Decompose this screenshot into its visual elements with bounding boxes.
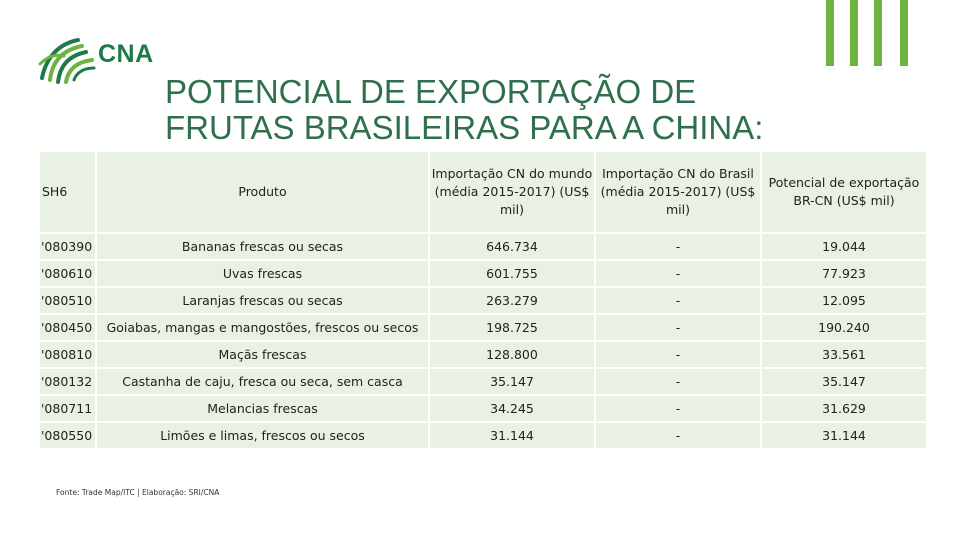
cell-potencial: 31.629	[762, 396, 926, 421]
cell-potencial: 190.240	[762, 315, 926, 340]
cell-sh6: '080132	[40, 369, 95, 394]
cell-brasil: -	[596, 261, 760, 286]
cell-potencial: 19.044	[762, 234, 926, 259]
cell-potencial: 12.095	[762, 288, 926, 313]
cell-mundo: 646.734	[430, 234, 594, 259]
cell-mundo: 263.279	[430, 288, 594, 313]
cell-produto: Uvas frescas	[97, 261, 428, 286]
table-row: '080610 Uvas frescas 601.755 - 77.923	[40, 261, 926, 286]
cell-mundo: 128.800	[430, 342, 594, 367]
cell-mundo: 198.725	[430, 315, 594, 340]
cell-produto: Goiabas, mangas e mangostões, frescos ou…	[97, 315, 428, 340]
header-produto: Produto	[97, 152, 428, 232]
decorative-bar	[900, 0, 908, 66]
page-title: POTENCIAL DE EXPORTAÇÃO DE FRUTAS BRASIL…	[165, 74, 885, 146]
decorative-bar	[826, 0, 834, 66]
cell-brasil: -	[596, 369, 760, 394]
cell-produto: Castanha de caju, fresca ou seca, sem ca…	[97, 369, 428, 394]
decorative-bars	[826, 0, 916, 66]
cell-potencial: 35.147	[762, 369, 926, 394]
cell-mundo: 31.144	[430, 423, 594, 448]
cell-produto: Laranjas frescas ou secas	[97, 288, 428, 313]
cell-sh6: '080550	[40, 423, 95, 448]
cell-potencial: 33.561	[762, 342, 926, 367]
cell-sh6: '080711	[40, 396, 95, 421]
cna-logo-icon	[38, 38, 96, 84]
cell-potencial: 31.144	[762, 423, 926, 448]
cell-produto: Limões e limas, frescos ou secos	[97, 423, 428, 448]
title-line-2: FRUTAS BRASILEIRAS PARA A CHINA:	[165, 109, 764, 146]
table-row: '080550 Limões e limas, frescos ou secos…	[40, 423, 926, 448]
header-potencial: Potencial de exportação BR-CN (US$ mil)	[762, 152, 926, 232]
cell-sh6: '080810	[40, 342, 95, 367]
table-row: '080810 Maçãs frescas 128.800 - 33.561	[40, 342, 926, 367]
table-header-row: SH6 Produto Importação CN do mundo (médi…	[40, 152, 926, 232]
cell-produto: Maçãs frescas	[97, 342, 428, 367]
header-import-brasil: Importação CN do Brasil (média 2015-2017…	[596, 152, 760, 232]
table-row: '080450 Goiabas, mangas e mangostões, fr…	[40, 315, 926, 340]
cell-potencial: 77.923	[762, 261, 926, 286]
title-line-1: POTENCIAL DE EXPORTAÇÃO DE	[165, 73, 697, 110]
cell-sh6: '080450	[40, 315, 95, 340]
decorative-bar	[874, 0, 882, 66]
cell-brasil: -	[596, 288, 760, 313]
header-import-mundo: Importação CN do mundo (média 2015-2017)…	[430, 152, 594, 232]
header-sh6: SH6	[40, 152, 95, 232]
cell-brasil: -	[596, 315, 760, 340]
cell-produto: Bananas frescas ou secas	[97, 234, 428, 259]
table-row: '080132 Castanha de caju, fresca ou seca…	[40, 369, 926, 394]
export-potential-table: SH6 Produto Importação CN do mundo (médi…	[38, 150, 928, 450]
cell-sh6: '080510	[40, 288, 95, 313]
source-note: Fonte: Trade Map/ITC | Elaboração: SRI/C…	[56, 488, 220, 497]
cell-sh6: '080610	[40, 261, 95, 286]
cell-mundo: 35.147	[430, 369, 594, 394]
table-row: '080510 Laranjas frescas ou secas 263.27…	[40, 288, 926, 313]
logo-text: CNA	[98, 40, 154, 68]
cell-mundo: 34.245	[430, 396, 594, 421]
cell-produto: Melancias frescas	[97, 396, 428, 421]
cell-brasil: -	[596, 342, 760, 367]
cell-brasil: -	[596, 234, 760, 259]
cell-brasil: -	[596, 423, 760, 448]
decorative-bar	[850, 0, 858, 66]
cell-brasil: -	[596, 396, 760, 421]
cell-mundo: 601.755	[430, 261, 594, 286]
table-row: '080390 Bananas frescas ou secas 646.734…	[40, 234, 926, 259]
cell-sh6: '080390	[40, 234, 95, 259]
table-row: '080711 Melancias frescas 34.245 - 31.62…	[40, 396, 926, 421]
